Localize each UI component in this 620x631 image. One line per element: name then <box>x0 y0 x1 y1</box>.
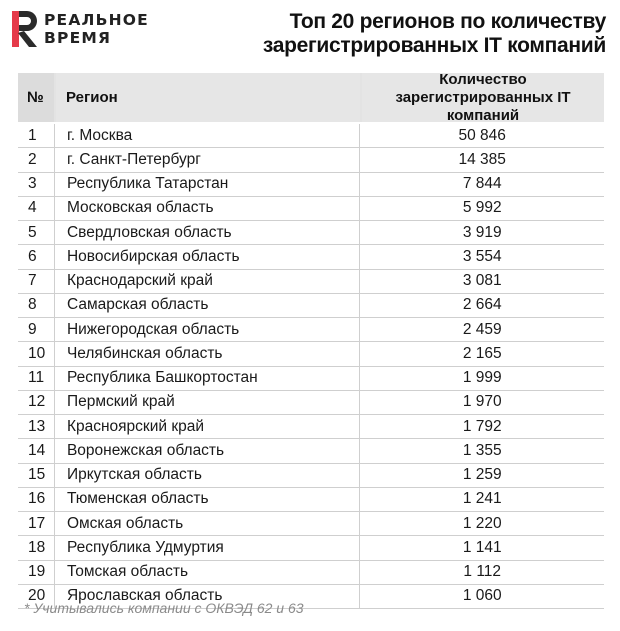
table-header: № Регион Количество зарегистрированных I… <box>18 71 604 124</box>
table-row: 11 Республика Башкортостан 1 999 <box>18 366 604 391</box>
row-count: 3 554 <box>359 245 604 269</box>
row-region: Тюменская область <box>53 487 359 511</box>
row-num: 11 <box>28 369 45 387</box>
row-count: 1 999 <box>359 366 604 390</box>
header-count: Количество зарегистрированных IT компани… <box>362 71 604 124</box>
footnote: * Учитывались компании с ОКВЭД 62 и 63 <box>24 600 304 616</box>
row-region: Республика Удмуртия <box>53 536 359 560</box>
row-count: 1 141 <box>359 536 604 560</box>
brand-mark-icon <box>12 11 37 47</box>
table-row: 15 Иркутская область 1 259 <box>18 463 604 488</box>
row-count: 3 081 <box>359 269 604 293</box>
table-row: 8 Самарская область 2 664 <box>18 293 604 318</box>
table-row: 18 Республика Удмуртия 1 141 <box>18 536 604 561</box>
row-num: 4 <box>28 199 37 217</box>
row-num: 9 <box>28 320 37 338</box>
row-region: Нижегородская область <box>53 318 359 342</box>
table-row: 3 Республика Татарстан 7 844 <box>18 172 604 197</box>
table-body: 1 г. Москва 50 846 2 г. Санкт-Петербург 14 38… <box>18 124 604 609</box>
row-num: 2 <box>28 150 37 168</box>
row-count: 50 846 <box>359 124 604 148</box>
table-row: 5 Свердловская область 3 919 <box>18 221 604 246</box>
row-count: 1 259 <box>359 463 604 487</box>
row-num: 18 <box>28 538 46 556</box>
table-row: 19 Томская область 1 112 <box>18 560 604 585</box>
table-row: 7 Краснодарский край 3 081 <box>18 269 604 294</box>
row-count: 2 459 <box>359 318 604 342</box>
header-num: № <box>18 73 54 122</box>
row-num: 6 <box>28 247 37 265</box>
row-count: 1 355 <box>359 439 604 463</box>
row-region: Республика Татарстан <box>53 172 359 196</box>
row-region: Красноярский край <box>53 415 359 439</box>
row-num: 5 <box>28 223 37 241</box>
row-region: Челябинская область <box>53 342 359 366</box>
row-num: 10 <box>28 344 46 362</box>
row-region: Томская область <box>53 560 359 584</box>
brand-name: РЕАЛЬНОЕ ВРЕМЯ <box>44 11 149 47</box>
row-count: 14 385 <box>359 148 604 172</box>
row-num: 14 <box>28 441 46 459</box>
title-line1: Топ 20 регионов по количеству <box>289 10 607 33</box>
header-region: Регион <box>56 73 360 122</box>
row-num: 17 <box>28 514 46 532</box>
title-line2: зарегистрированных IT компаний <box>262 34 606 57</box>
row-region: Московская область <box>53 196 359 220</box>
row-num: 15 <box>28 466 46 484</box>
row-num: 1 <box>28 126 37 144</box>
table-row: 17 Омская область 1 220 <box>18 512 604 537</box>
table-row: 4 Московская область 5 992 <box>18 196 604 221</box>
table-row: 2 г. Санкт-Петербург 14 385 <box>18 148 604 173</box>
row-region: Иркутская область <box>53 463 359 487</box>
row-count: 2 664 <box>359 293 604 317</box>
row-region: Свердловская область <box>53 221 359 245</box>
row-num: 13 <box>28 417 46 435</box>
row-count: 1 112 <box>359 560 604 584</box>
row-region: Республика Башкортостан <box>53 366 359 390</box>
row-count: 5 992 <box>359 196 604 220</box>
row-region: Омская область <box>53 512 359 536</box>
table-row: 1 г. Москва 50 846 <box>18 124 604 149</box>
row-region: г. Санкт-Петербург <box>53 148 359 172</box>
row-count: 1 220 <box>359 512 604 536</box>
row-num: 7 <box>28 272 37 290</box>
table-row: 6 Новосибирская область 3 554 <box>18 245 604 270</box>
row-num: 8 <box>28 296 37 314</box>
row-count: 3 919 <box>359 221 604 245</box>
row-region: Краснодарский край <box>53 269 359 293</box>
row-region: Пермский край <box>53 390 359 414</box>
brand-logo: РЕАЛЬНОЕ ВРЕМЯ <box>12 11 149 47</box>
table-row: 9 Нижегородская область 2 459 <box>18 318 604 343</box>
table-row: 12 Пермский край 1 970 <box>18 390 604 415</box>
row-count: 7 844 <box>359 172 604 196</box>
row-count: 1 241 <box>359 487 604 511</box>
row-region: Новосибирская область <box>53 245 359 269</box>
page-title: Топ 20 регионов по количеству зарегистри… <box>186 10 606 58</box>
table-row: 16 Тюменская область 1 241 <box>18 487 604 512</box>
row-num: 16 <box>28 490 46 508</box>
row-num: 20 <box>28 587 46 605</box>
brand-line1: РЕАЛЬНОЕ <box>44 11 149 29</box>
ranking-table: № Регион Количество зарегистрированных I… <box>18 71 604 609</box>
row-count: 1 970 <box>359 390 604 414</box>
table-row: 10 Челябинская область 2 165 <box>18 342 604 367</box>
table-row: 20 Ярославская область 1 060 <box>18 584 604 609</box>
row-region: Ярославская область <box>53 584 359 608</box>
brand-line2: ВРЕМЯ <box>44 29 112 47</box>
row-num: 19 <box>28 563 46 581</box>
table-row: 13 Красноярский край 1 792 <box>18 415 604 440</box>
row-region: г. Москва <box>53 124 359 148</box>
row-num: 3 <box>28 175 37 193</box>
row-region: Воронежская область <box>53 439 359 463</box>
row-num: 12 <box>28 393 46 411</box>
row-count: 1 792 <box>359 415 604 439</box>
table-row: 14 Воронежская область 1 355 <box>18 439 604 464</box>
row-count: 2 165 <box>359 342 604 366</box>
row-count: 1 060 <box>359 584 604 608</box>
row-region: Самарская область <box>53 293 359 317</box>
